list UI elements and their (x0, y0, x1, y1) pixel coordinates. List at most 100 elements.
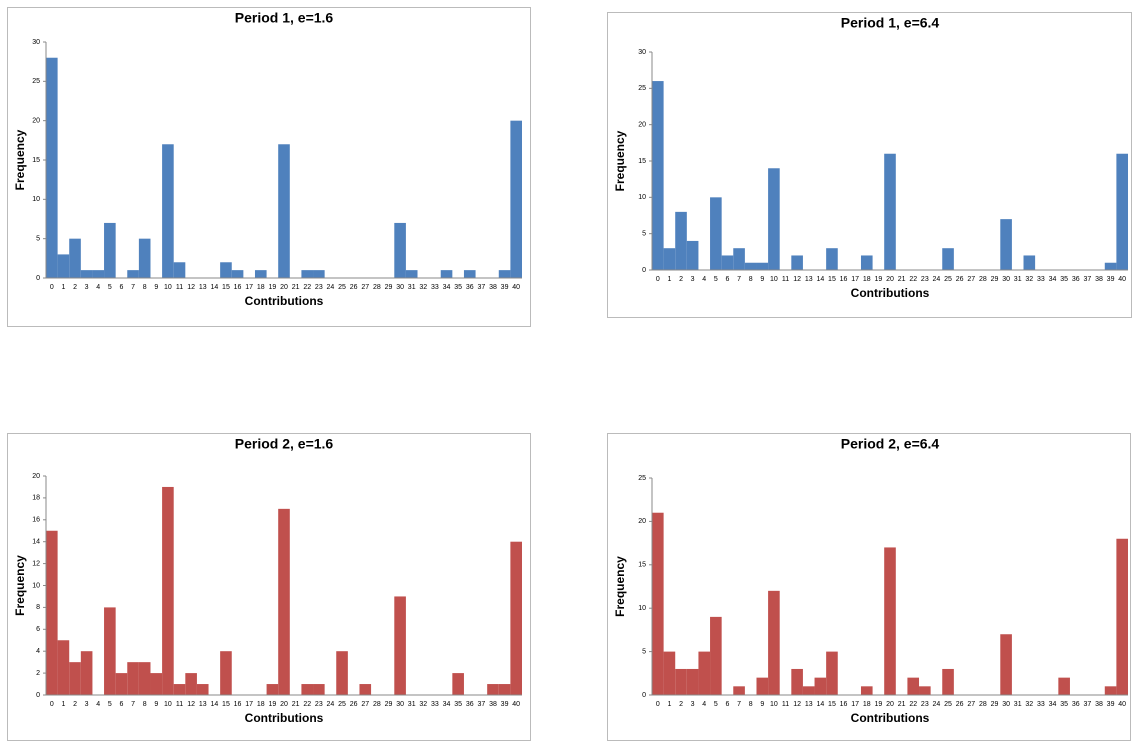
bar (686, 668, 699, 695)
y-tick-label: 18 (32, 495, 40, 502)
x-tick-label: 3 (85, 284, 89, 291)
y-tick-label: 8 (36, 604, 40, 611)
x-axis-title: Contributions (851, 286, 930, 300)
x-tick-label: 38 (489, 284, 497, 291)
x-tick-label: 16 (840, 701, 848, 708)
x-tick-label: 9 (760, 701, 764, 708)
x-tick-label: 14 (816, 276, 824, 283)
bar (1116, 538, 1128, 695)
x-tick-label: 11 (176, 701, 183, 708)
bar (231, 270, 244, 278)
bar (57, 254, 70, 278)
bar (138, 662, 151, 695)
y-tick-label: 30 (32, 39, 40, 46)
bar (733, 686, 745, 695)
x-tick-label: 4 (702, 701, 706, 708)
x-tick-label: 1 (61, 701, 65, 708)
bar (487, 684, 499, 695)
x-tick-label: 31 (408, 284, 416, 291)
bar (394, 222, 406, 278)
x-tick-label: 33 (1037, 701, 1045, 708)
x-tick-label: 23 (921, 701, 929, 708)
y-axis-title: Frequency (613, 130, 627, 191)
x-tick-label: 6 (120, 701, 124, 708)
x-tick-label: 22 (909, 701, 917, 708)
x-tick-label: 40 (1118, 276, 1126, 283)
x-tick-label: 29 (991, 701, 999, 708)
x-tick-label: 24 (933, 701, 941, 708)
x-axis-title: Contributions (245, 711, 324, 725)
x-tick-label: 39 (1107, 276, 1115, 283)
y-tick-label: 20 (32, 118, 40, 125)
x-tick-label: 13 (199, 701, 207, 708)
x-tick-label: 11 (782, 701, 789, 708)
bar (884, 547, 896, 695)
x-tick-label: 37 (477, 701, 485, 708)
x-tick-label: 8 (749, 701, 753, 708)
chart-panel: Period 2, e=6.4 Contributions Frequency 0 5 1… (607, 433, 1131, 741)
x-tick-label: 34 (443, 284, 451, 291)
x-tick-label: 28 (979, 276, 987, 283)
y-axis-title: Frequency (613, 556, 627, 617)
bar (278, 144, 290, 278)
bar (675, 668, 687, 695)
x-tick-label: 31 (1014, 701, 1022, 708)
x-tick-label: 17 (851, 276, 859, 283)
x-tick-label: 16 (234, 284, 242, 291)
chart-title: Period 1, e=6.4 (841, 15, 940, 31)
bar (278, 508, 290, 695)
x-tick-label: 19 (268, 284, 276, 291)
x-tick-label: 2 (679, 701, 683, 708)
x-tick-label: 36 (466, 701, 474, 708)
y-tick-label: 12 (32, 560, 40, 567)
bar (150, 673, 163, 695)
bar (1058, 677, 1070, 695)
x-tick-label: 1 (61, 284, 65, 291)
x-tick-label: 7 (737, 701, 741, 708)
x-tick-label: 38 (489, 701, 497, 708)
x-tick-label: 37 (1083, 701, 1091, 708)
x-tick-label: 35 (454, 284, 462, 291)
x-tick-label: 0 (50, 701, 54, 708)
chart-border (7, 7, 531, 327)
y-tick-label: 5 (642, 648, 646, 655)
bar (498, 684, 511, 695)
x-tick-label: 21 (898, 701, 906, 708)
x-tick-label: 32 (1025, 276, 1033, 283)
bar (104, 607, 116, 695)
bar (313, 684, 325, 695)
x-tick-label: 19 (874, 276, 882, 283)
x-tick-label: 33 (431, 284, 439, 291)
bar (104, 222, 116, 278)
x-tick-label: 30 (1002, 701, 1010, 708)
bar (791, 668, 803, 695)
y-tick-label: 10 (638, 605, 646, 612)
bar (115, 673, 128, 695)
x-tick-label: 9 (154, 701, 158, 708)
bar (756, 262, 769, 270)
x-tick-label: 27 (967, 701, 975, 708)
y-tick-label: 25 (32, 78, 40, 85)
bar (57, 640, 70, 695)
x-tick-label: 9 (154, 284, 158, 291)
bar (510, 120, 522, 279)
x-tick-label: 18 (863, 701, 871, 708)
x-tick-label: 3 (85, 701, 89, 708)
x-tick-label: 40 (512, 701, 520, 708)
x-tick-label: 12 (793, 276, 801, 283)
x-tick-label: 38 (1095, 276, 1103, 283)
x-tick-label: 28 (373, 701, 381, 708)
x-tick-label: 18 (257, 701, 265, 708)
bar (196, 684, 209, 695)
bar (1116, 153, 1128, 270)
x-tick-label: 15 (828, 276, 836, 283)
y-tick-label: 15 (32, 157, 40, 164)
x-tick-label: 13 (199, 284, 207, 291)
bar (359, 684, 372, 695)
x-tick-label: 2 (679, 276, 683, 283)
chart-panel: Period 1, e=6.4 Contributions Frequency 0 5 1… (607, 12, 1132, 318)
y-tick-label: 10 (32, 582, 40, 589)
x-tick-label: 25 (338, 701, 346, 708)
bar (942, 668, 954, 695)
y-tick-label: 0 (642, 692, 646, 699)
